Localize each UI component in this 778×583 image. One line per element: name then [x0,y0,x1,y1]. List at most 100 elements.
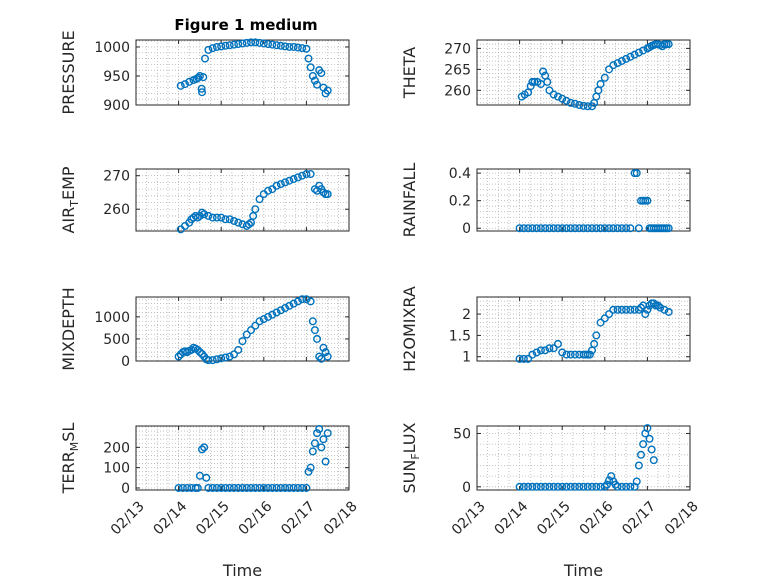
data-point [566,224,575,233]
data-point [221,41,230,50]
data-point [579,101,588,110]
data-point [645,434,654,443]
data-point [592,482,601,491]
series-markers [517,40,673,111]
data-point [539,67,548,76]
data-point [285,176,294,185]
data-point [317,443,326,452]
data-point [313,429,322,438]
data-point [643,305,652,314]
data-point [541,224,550,233]
data-point [310,76,319,85]
data-point [310,439,319,448]
data-point [313,334,322,343]
x-tick-label: 02/15 [534,498,574,538]
data-point [204,211,213,220]
data-point [541,482,550,491]
y-tick-label: 900 [103,98,130,114]
data-point [588,224,597,233]
data-point [626,305,635,314]
y-axis-label: MIXDEPTH [59,287,78,370]
data-point [566,350,575,359]
data-point [319,188,328,197]
data-point [639,440,648,449]
data-point [285,483,294,492]
data-point [664,307,673,316]
data-point [272,483,281,492]
data-point [639,46,648,55]
data-point [198,88,207,97]
data-point [200,210,209,219]
data-point [524,354,533,363]
data-point [285,301,294,310]
data-point [617,56,626,65]
data-point [583,482,592,491]
data-point [306,297,315,306]
data-point [238,39,247,48]
data-point [225,215,234,224]
data-point [321,348,330,357]
y-tick-label: 1 [462,350,471,366]
data-point [298,483,307,492]
axes-frame [476,39,691,106]
data-point [596,80,605,89]
data-point [558,348,567,357]
subplot-sun-flux: 0 50 02/13 02/14 02/15 02/16 02/17 02/18 Time SUN… [400,422,702,580]
data-point [575,100,584,109]
data-point [276,306,285,315]
data-point [519,354,528,363]
y-axis-label-rest: SL [59,423,78,442]
y-tick-label: 270 [103,169,130,185]
y-tick-label: 200 [103,440,130,456]
data-point [585,350,594,359]
data-point [242,330,251,339]
data-point [212,42,221,51]
data-point [242,38,251,47]
x-tick-label: 02/18 [321,498,361,538]
data-point [315,425,324,434]
y-axis-label: TERRMSL [59,423,81,495]
y-axis-label-sub: M [68,442,81,452]
data-point [532,224,541,233]
data-point [272,41,281,50]
data-point [630,50,639,59]
data-point [575,224,584,233]
x-tick-label: 02/13 [449,498,489,538]
data-point [549,224,558,233]
y-axis-label: THETA [400,47,419,99]
data-point [200,443,209,452]
data-point [323,190,332,199]
data-point [613,305,622,314]
data-point [654,301,663,310]
series-markers [176,38,332,98]
data-point [570,224,579,233]
data-point [193,345,202,354]
data-point [285,42,294,51]
data-point [229,350,238,359]
data-point [251,483,260,492]
data-point [579,482,588,491]
data-point [622,224,631,233]
data-point [308,317,317,326]
axes-background [477,297,690,361]
data-point [613,482,622,491]
data-point [234,483,243,492]
data-point [528,350,537,359]
data-point [259,315,268,324]
data-point [626,224,635,233]
data-point [195,348,204,357]
data-point [208,44,217,53]
data-point [596,224,605,233]
data-point [178,483,187,492]
axes-background [477,426,690,490]
axes-frame [135,296,350,362]
data-point [208,213,217,222]
series-markers [174,295,332,365]
data-point [281,42,290,51]
data-point [549,482,558,491]
data-point [637,450,646,459]
data-point [617,482,626,491]
y-tick-label: 1000 [94,310,130,326]
